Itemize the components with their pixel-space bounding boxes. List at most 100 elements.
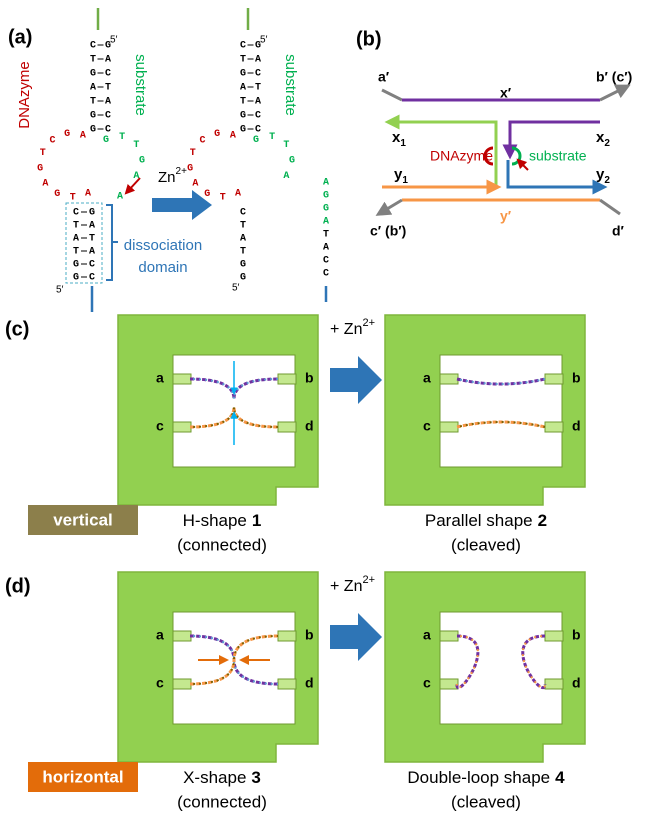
nucleotide: A <box>283 171 289 182</box>
y1-label-index: 1 <box>402 175 408 186</box>
end-label: c <box>156 675 164 691</box>
y1-label: y1 <box>394 166 408 186</box>
strand-label: y′ <box>500 208 512 224</box>
reagent-base: + Zn <box>330 578 362 595</box>
nucleotide: C <box>73 208 79 219</box>
nucleotide: G <box>323 191 329 202</box>
nucleotide: G <box>90 69 96 80</box>
nucleotide: G <box>240 111 246 122</box>
end-label: d′ <box>612 223 625 239</box>
nucleotide: G <box>253 135 259 146</box>
nucleotide: G <box>240 125 246 136</box>
nucleotide: G <box>204 189 210 200</box>
nucleotide: C <box>240 208 246 219</box>
reagent-label: Zn2+ <box>158 166 187 186</box>
nucleotide: A <box>255 55 261 66</box>
nucleotide: A <box>117 192 123 203</box>
cleavage-arrow <box>520 162 528 170</box>
figure: (a)5′CTGATGGGACTACCsubstrateAGCTGAGTAGTT… <box>0 0 645 814</box>
reaction-arrow <box>330 356 382 404</box>
pad <box>545 422 563 432</box>
nucleotide: G <box>103 135 109 146</box>
panel-label: (b) <box>356 28 382 50</box>
shape-name: X-shape <box>183 768 246 787</box>
nucleotide: G <box>214 129 220 140</box>
nucleotide: A <box>240 83 246 94</box>
nucleotide: T <box>90 97 96 108</box>
nucleotide: T <box>73 247 79 258</box>
reaction-arrow <box>330 613 382 661</box>
reagent-label: + Zn2+ <box>330 574 375 595</box>
nucleotide: T <box>283 140 289 151</box>
nucleotide: T <box>240 55 246 66</box>
nucleotide: C <box>323 256 329 267</box>
reaction-arrow <box>152 190 212 220</box>
nucleotide: G <box>323 204 329 215</box>
end-line <box>600 88 624 100</box>
dnazyme-label: DNAzyme <box>16 61 33 129</box>
end-label: a <box>156 370 164 386</box>
nucleotide: G <box>289 156 295 167</box>
nucleotide: C <box>240 41 246 52</box>
panel-label: (d) <box>5 575 31 597</box>
five-prime: 5′ <box>110 35 118 46</box>
pad <box>278 679 296 689</box>
shape-state: (connected) <box>177 535 267 554</box>
end-label: d <box>305 418 314 434</box>
nucleotide: A <box>105 97 111 108</box>
end-label: c′ (b′) <box>370 223 406 239</box>
shape-state: (cleaved) <box>451 535 521 554</box>
nucleotide: G <box>73 273 79 284</box>
nucleotide: T <box>323 230 329 241</box>
y2-label: y2 <box>596 166 610 186</box>
nucleotide: G <box>90 125 96 136</box>
end-label: a′ <box>378 69 390 85</box>
nucleotide: C <box>105 111 111 122</box>
end-label: b <box>572 370 581 386</box>
shape-state: (cleaved) <box>451 792 521 811</box>
nucleotide: A <box>323 243 329 254</box>
nucleotide: G <box>90 111 96 122</box>
end-line <box>382 90 402 100</box>
end-label: d <box>305 675 314 691</box>
nucleotide: A <box>89 247 95 258</box>
panel-label: (a) <box>8 26 32 48</box>
end-label: a <box>156 627 164 643</box>
nucleotide: C <box>89 260 95 271</box>
nucleotide: G <box>240 69 246 80</box>
end-label: d <box>572 418 581 434</box>
x2-label: x2 <box>596 129 610 149</box>
shape-name: Parallel shape <box>425 511 533 530</box>
end-label: a <box>423 627 431 643</box>
nucleotide: T <box>269 132 275 143</box>
nucleotide: G <box>64 129 70 140</box>
nucleotide: C <box>255 111 261 122</box>
end-label: b <box>305 370 314 386</box>
x1-label: x1 <box>392 129 406 149</box>
substrate-label: substrate <box>132 54 149 116</box>
nucleotide: C <box>89 273 95 284</box>
substrate-label: substrate <box>529 148 587 164</box>
nucleotide: A <box>73 234 79 245</box>
pad <box>545 679 563 689</box>
window <box>440 612 562 724</box>
reagent-label-index: 2+ <box>176 166 188 177</box>
nucleotide: A <box>105 55 111 66</box>
end-label: a <box>423 370 431 386</box>
panel-label: (c) <box>5 318 29 340</box>
end-label: c <box>156 418 164 434</box>
five-prime: 5′ <box>260 35 268 46</box>
nucleotide: C <box>50 135 56 146</box>
orientation-label: horizontal <box>42 767 123 786</box>
pad <box>440 422 458 432</box>
nucleotide: G <box>73 260 79 271</box>
shape-number: 4 <box>555 768 565 787</box>
nucleotide: T <box>240 221 246 232</box>
orientation-label: vertical <box>53 510 113 529</box>
nucleotide: T <box>255 83 261 94</box>
nucleotide: A <box>255 97 261 108</box>
y2-label-index: 2 <box>604 175 610 186</box>
nucleotide: A <box>89 221 95 232</box>
